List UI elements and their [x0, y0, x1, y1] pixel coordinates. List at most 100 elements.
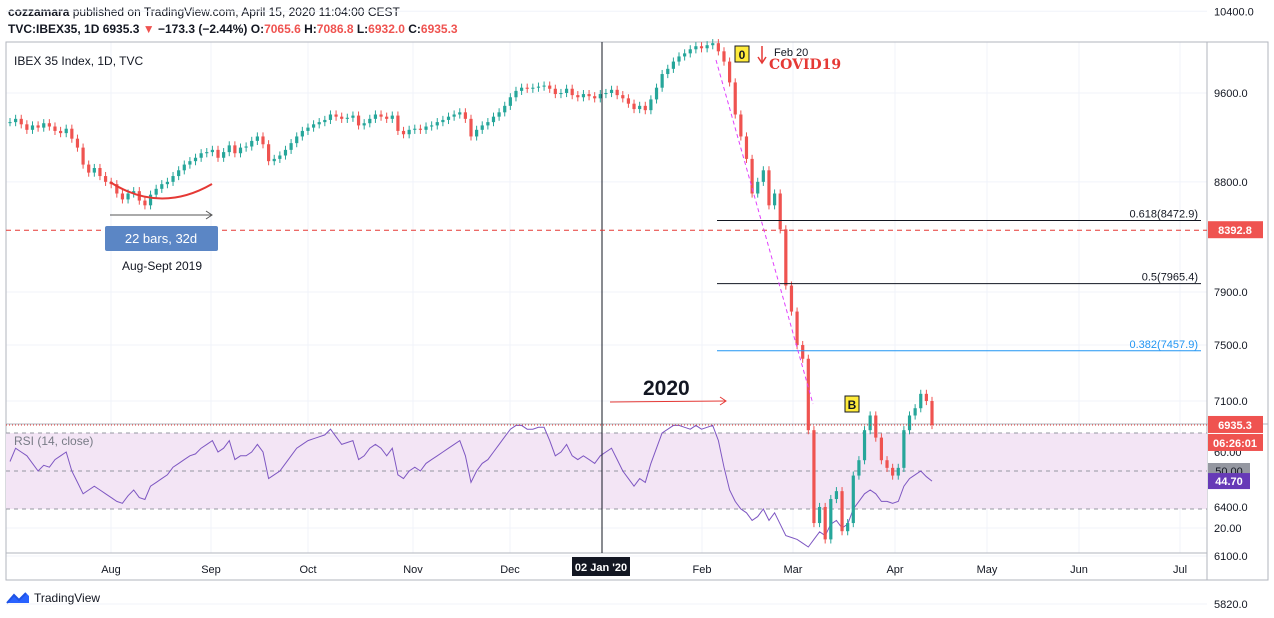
- candle: [913, 404, 917, 420]
- candle: [165, 177, 170, 189]
- candle: [98, 163, 102, 181]
- candle: [160, 180, 164, 193]
- candle: [272, 154, 276, 166]
- candle: [728, 57, 732, 87]
- candle: [373, 110, 378, 123]
- candle: [486, 118, 490, 130]
- candle: [362, 119, 366, 130]
- candle: [604, 88, 608, 99]
- candle: [244, 142, 248, 152]
- x-tick-label: Oct: [299, 564, 316, 576]
- candle: [761, 166, 765, 186]
- candle: [475, 125, 479, 141]
- candle: [598, 89, 602, 103]
- candle: [171, 171, 175, 186]
- candle: [317, 118, 321, 129]
- candle: [772, 189, 777, 210]
- bars-range-label: 22 bars, 32d: [125, 231, 197, 246]
- support-price-label-box: [1208, 221, 1263, 239]
- tradingview-logo[interactable]: TradingView: [6, 591, 100, 605]
- candle: [756, 177, 760, 198]
- year-arrow[interactable]: [609, 400, 727, 403]
- candle: [407, 125, 411, 139]
- low-value: 6932.0: [368, 22, 405, 36]
- candle: [311, 120, 316, 132]
- down-arrow-icon: [757, 56, 767, 65]
- candle: [261, 132, 265, 149]
- candle: [542, 81, 546, 91]
- crosshair-date-box: [572, 557, 630, 576]
- candle: [227, 141, 231, 157]
- candle: [688, 45, 692, 58]
- candle: [328, 110, 333, 125]
- period-label: Aug-Sept 2019: [122, 259, 202, 273]
- trend-line[interactable]: [715, 59, 814, 405]
- fib-level-label: 0.618(8472.9): [1130, 209, 1199, 221]
- point-0-label: 0: [739, 48, 746, 62]
- candle: [334, 110, 338, 121]
- candle: [345, 113, 349, 123]
- point-0-box[interactable]: [734, 45, 750, 63]
- candle: [351, 111, 355, 122]
- candle: [778, 189, 782, 234]
- rsi-line[interactable]: [9, 424, 933, 548]
- candle: [891, 463, 895, 480]
- candle: [823, 502, 827, 544]
- x-tick-label: Feb: [693, 564, 712, 576]
- candle: [58, 126, 63, 138]
- candle: [711, 39, 715, 50]
- candle: [441, 115, 445, 127]
- candle: [919, 389, 923, 413]
- candle: [834, 487, 839, 504]
- point-b-box[interactable]: [844, 395, 860, 413]
- candle: [559, 88, 563, 99]
- candle: [53, 122, 57, 136]
- y-tick-label: 7900.0: [1214, 287, 1248, 299]
- x-tick-label: Jun: [1070, 564, 1088, 576]
- candle: [643, 101, 647, 115]
- y-tick-label: 6100.0: [1214, 551, 1248, 563]
- candle: [789, 281, 794, 316]
- candle: [593, 92, 597, 103]
- y-tick-label: 7500.0: [1214, 340, 1248, 352]
- candle: [570, 84, 574, 100]
- candle: [430, 121, 434, 131]
- candle: [829, 494, 833, 544]
- symbol-label: TVC:IBEX35, 1D: [8, 22, 100, 36]
- candle: [739, 110, 743, 141]
- candle: [666, 64, 670, 79]
- high-value: 7086.8: [316, 22, 354, 36]
- candle: [801, 340, 805, 363]
- candle: [879, 433, 884, 465]
- down-arrow-icon: ▼: [142, 22, 155, 36]
- open-value: 7065.6: [264, 22, 301, 36]
- candle: [508, 93, 512, 110]
- candle: [446, 112, 451, 125]
- candle: [784, 225, 788, 290]
- candle: [548, 81, 552, 93]
- candle: [250, 136, 254, 151]
- high-label: H:: [304, 22, 317, 36]
- bar-countdown-label: 06:26:01: [1213, 438, 1257, 450]
- bars-range-box[interactable]: [105, 226, 218, 251]
- candle: [205, 148, 209, 158]
- fib-level-label: 0.382(7457.9): [1130, 339, 1199, 351]
- x-tick-label: Sep: [201, 564, 221, 576]
- candle: [452, 110, 456, 121]
- cycle-arc[interactable]: [109, 181, 213, 200]
- x-tick-label: Apr: [886, 564, 903, 576]
- candle: [862, 426, 867, 465]
- candle: [874, 411, 878, 442]
- candle: [503, 101, 507, 117]
- low-label: L:: [356, 22, 369, 36]
- candle: [64, 124, 68, 138]
- x-tick-label: Aug: [101, 564, 121, 576]
- y-tick-label: 9600.0: [1214, 88, 1248, 100]
- x-tick-label: Dec: [500, 564, 520, 576]
- candle: [885, 456, 889, 472]
- candle: [401, 126, 406, 139]
- candle: [491, 112, 496, 127]
- candle: [722, 47, 726, 66]
- candle: [615, 85, 619, 100]
